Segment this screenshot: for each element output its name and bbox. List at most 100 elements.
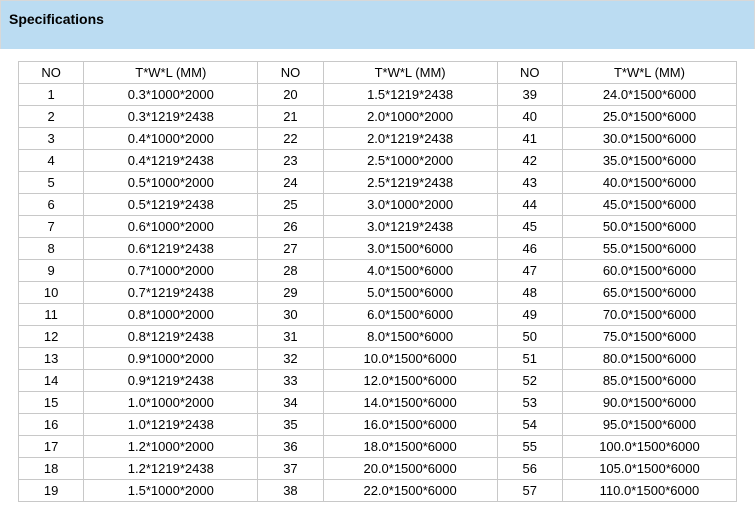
table-row: 100.7*1219*2438295.0*1500*60004865.0*150… (19, 282, 737, 304)
cell-twl: 45.0*1500*6000 (562, 194, 736, 216)
cell-twl: 14.0*1500*6000 (323, 392, 497, 414)
cell-twl: 80.0*1500*6000 (562, 348, 736, 370)
table-row: 140.9*1219*24383312.0*1500*60005285.0*15… (19, 370, 737, 392)
cell-twl: 16.0*1500*6000 (323, 414, 497, 436)
cell-twl: 2.5*1219*2438 (323, 172, 497, 194)
cell-no: 38 (258, 480, 323, 502)
cell-no: 50 (497, 326, 562, 348)
cell-no: 13 (19, 348, 84, 370)
cell-no: 27 (258, 238, 323, 260)
cell-twl: 8.0*1500*6000 (323, 326, 497, 348)
cell-twl: 0.5*1219*2438 (84, 194, 258, 216)
table-row: 70.6*1000*2000263.0*1219*24384550.0*1500… (19, 216, 737, 238)
cell-twl: 0.6*1219*2438 (84, 238, 258, 260)
table-row: 151.0*1000*20003414.0*1500*60005390.0*15… (19, 392, 737, 414)
cell-twl: 3.0*1219*2438 (323, 216, 497, 238)
cell-twl: 40.0*1500*6000 (562, 172, 736, 194)
cell-no: 25 (258, 194, 323, 216)
cell-no: 20 (258, 84, 323, 106)
cell-twl: 6.0*1500*6000 (323, 304, 497, 326)
specifications-table: NO T*W*L (MM) NO T*W*L (MM) NO T*W*L (MM… (18, 61, 737, 502)
cell-no: 19 (19, 480, 84, 502)
cell-no: 9 (19, 260, 84, 282)
cell-no: 16 (19, 414, 84, 436)
table-header-row: NO T*W*L (MM) NO T*W*L (MM) NO T*W*L (MM… (19, 62, 737, 84)
cell-no: 12 (19, 326, 84, 348)
col-twl: T*W*L (MM) (562, 62, 736, 84)
cell-twl: 100.0*1500*6000 (562, 436, 736, 458)
cell-no: 44 (497, 194, 562, 216)
cell-twl: 1.0*1219*2438 (84, 414, 258, 436)
cell-twl: 75.0*1500*6000 (562, 326, 736, 348)
table-row: 120.8*1219*2438318.0*1500*60005075.0*150… (19, 326, 737, 348)
cell-no: 11 (19, 304, 84, 326)
cell-no: 39 (497, 84, 562, 106)
cell-no: 23 (258, 150, 323, 172)
cell-twl: 0.6*1000*2000 (84, 216, 258, 238)
cell-twl: 3.0*1000*2000 (323, 194, 497, 216)
cell-no: 28 (258, 260, 323, 282)
col-no: NO (19, 62, 84, 84)
cell-no: 32 (258, 348, 323, 370)
cell-twl: 55.0*1500*6000 (562, 238, 736, 260)
table-row: 161.0*1219*24383516.0*1500*60005495.0*15… (19, 414, 737, 436)
cell-twl: 0.8*1219*2438 (84, 326, 258, 348)
cell-no: 6 (19, 194, 84, 216)
cell-no: 45 (497, 216, 562, 238)
cell-twl: 2.0*1219*2438 (323, 128, 497, 150)
cell-no: 18 (19, 458, 84, 480)
cell-twl: 2.5*1000*2000 (323, 150, 497, 172)
cell-no: 17 (19, 436, 84, 458)
table-row: 90.7*1000*2000284.0*1500*60004760.0*1500… (19, 260, 737, 282)
cell-no: 30 (258, 304, 323, 326)
cell-twl: 10.0*1500*6000 (323, 348, 497, 370)
cell-twl: 25.0*1500*6000 (562, 106, 736, 128)
cell-no: 7 (19, 216, 84, 238)
cell-twl: 1.5*1219*2438 (323, 84, 497, 106)
cell-twl: 105.0*1500*6000 (562, 458, 736, 480)
cell-no: 22 (258, 128, 323, 150)
cell-no: 53 (497, 392, 562, 414)
cell-no: 29 (258, 282, 323, 304)
cell-twl: 1.2*1000*2000 (84, 436, 258, 458)
cell-no: 57 (497, 480, 562, 502)
table-row: 130.9*1000*20003210.0*1500*60005180.0*15… (19, 348, 737, 370)
cell-twl: 110.0*1500*6000 (562, 480, 736, 502)
cell-twl: 0.4*1219*2438 (84, 150, 258, 172)
cell-twl: 0.4*1000*2000 (84, 128, 258, 150)
cell-twl: 12.0*1500*6000 (323, 370, 497, 392)
cell-twl: 30.0*1500*6000 (562, 128, 736, 150)
cell-twl: 0.9*1219*2438 (84, 370, 258, 392)
cell-twl: 60.0*1500*6000 (562, 260, 736, 282)
cell-no: 48 (497, 282, 562, 304)
cell-twl: 90.0*1500*6000 (562, 392, 736, 414)
cell-twl: 95.0*1500*6000 (562, 414, 736, 436)
cell-twl: 0.7*1219*2438 (84, 282, 258, 304)
table-row: 30.4*1000*2000222.0*1219*24384130.0*1500… (19, 128, 737, 150)
cell-no: 5 (19, 172, 84, 194)
cell-no: 4 (19, 150, 84, 172)
table-row: 60.5*1219*2438253.0*1000*20004445.0*1500… (19, 194, 737, 216)
table-row: 110.8*1000*2000306.0*1500*60004970.0*150… (19, 304, 737, 326)
cell-no: 36 (258, 436, 323, 458)
table-row: 181.2*1219*24383720.0*1500*600056105.0*1… (19, 458, 737, 480)
cell-no: 46 (497, 238, 562, 260)
table-row: 10.3*1000*2000201.5*1219*24383924.0*1500… (19, 84, 737, 106)
cell-no: 15 (19, 392, 84, 414)
cell-twl: 1.5*1000*2000 (84, 480, 258, 502)
cell-twl: 22.0*1500*6000 (323, 480, 497, 502)
cell-no: 31 (258, 326, 323, 348)
cell-no: 21 (258, 106, 323, 128)
cell-twl: 0.3*1000*2000 (84, 84, 258, 106)
cell-no: 42 (497, 150, 562, 172)
cell-no: 8 (19, 238, 84, 260)
cell-no: 26 (258, 216, 323, 238)
cell-twl: 0.8*1000*2000 (84, 304, 258, 326)
cell-no: 41 (497, 128, 562, 150)
table-row: 50.5*1000*2000242.5*1219*24384340.0*1500… (19, 172, 737, 194)
cell-twl: 1.2*1219*2438 (84, 458, 258, 480)
cell-twl: 5.0*1500*6000 (323, 282, 497, 304)
cell-twl: 0.7*1000*2000 (84, 260, 258, 282)
table-row: 20.3*1219*2438212.0*1000*20004025.0*1500… (19, 106, 737, 128)
cell-no: 14 (19, 370, 84, 392)
